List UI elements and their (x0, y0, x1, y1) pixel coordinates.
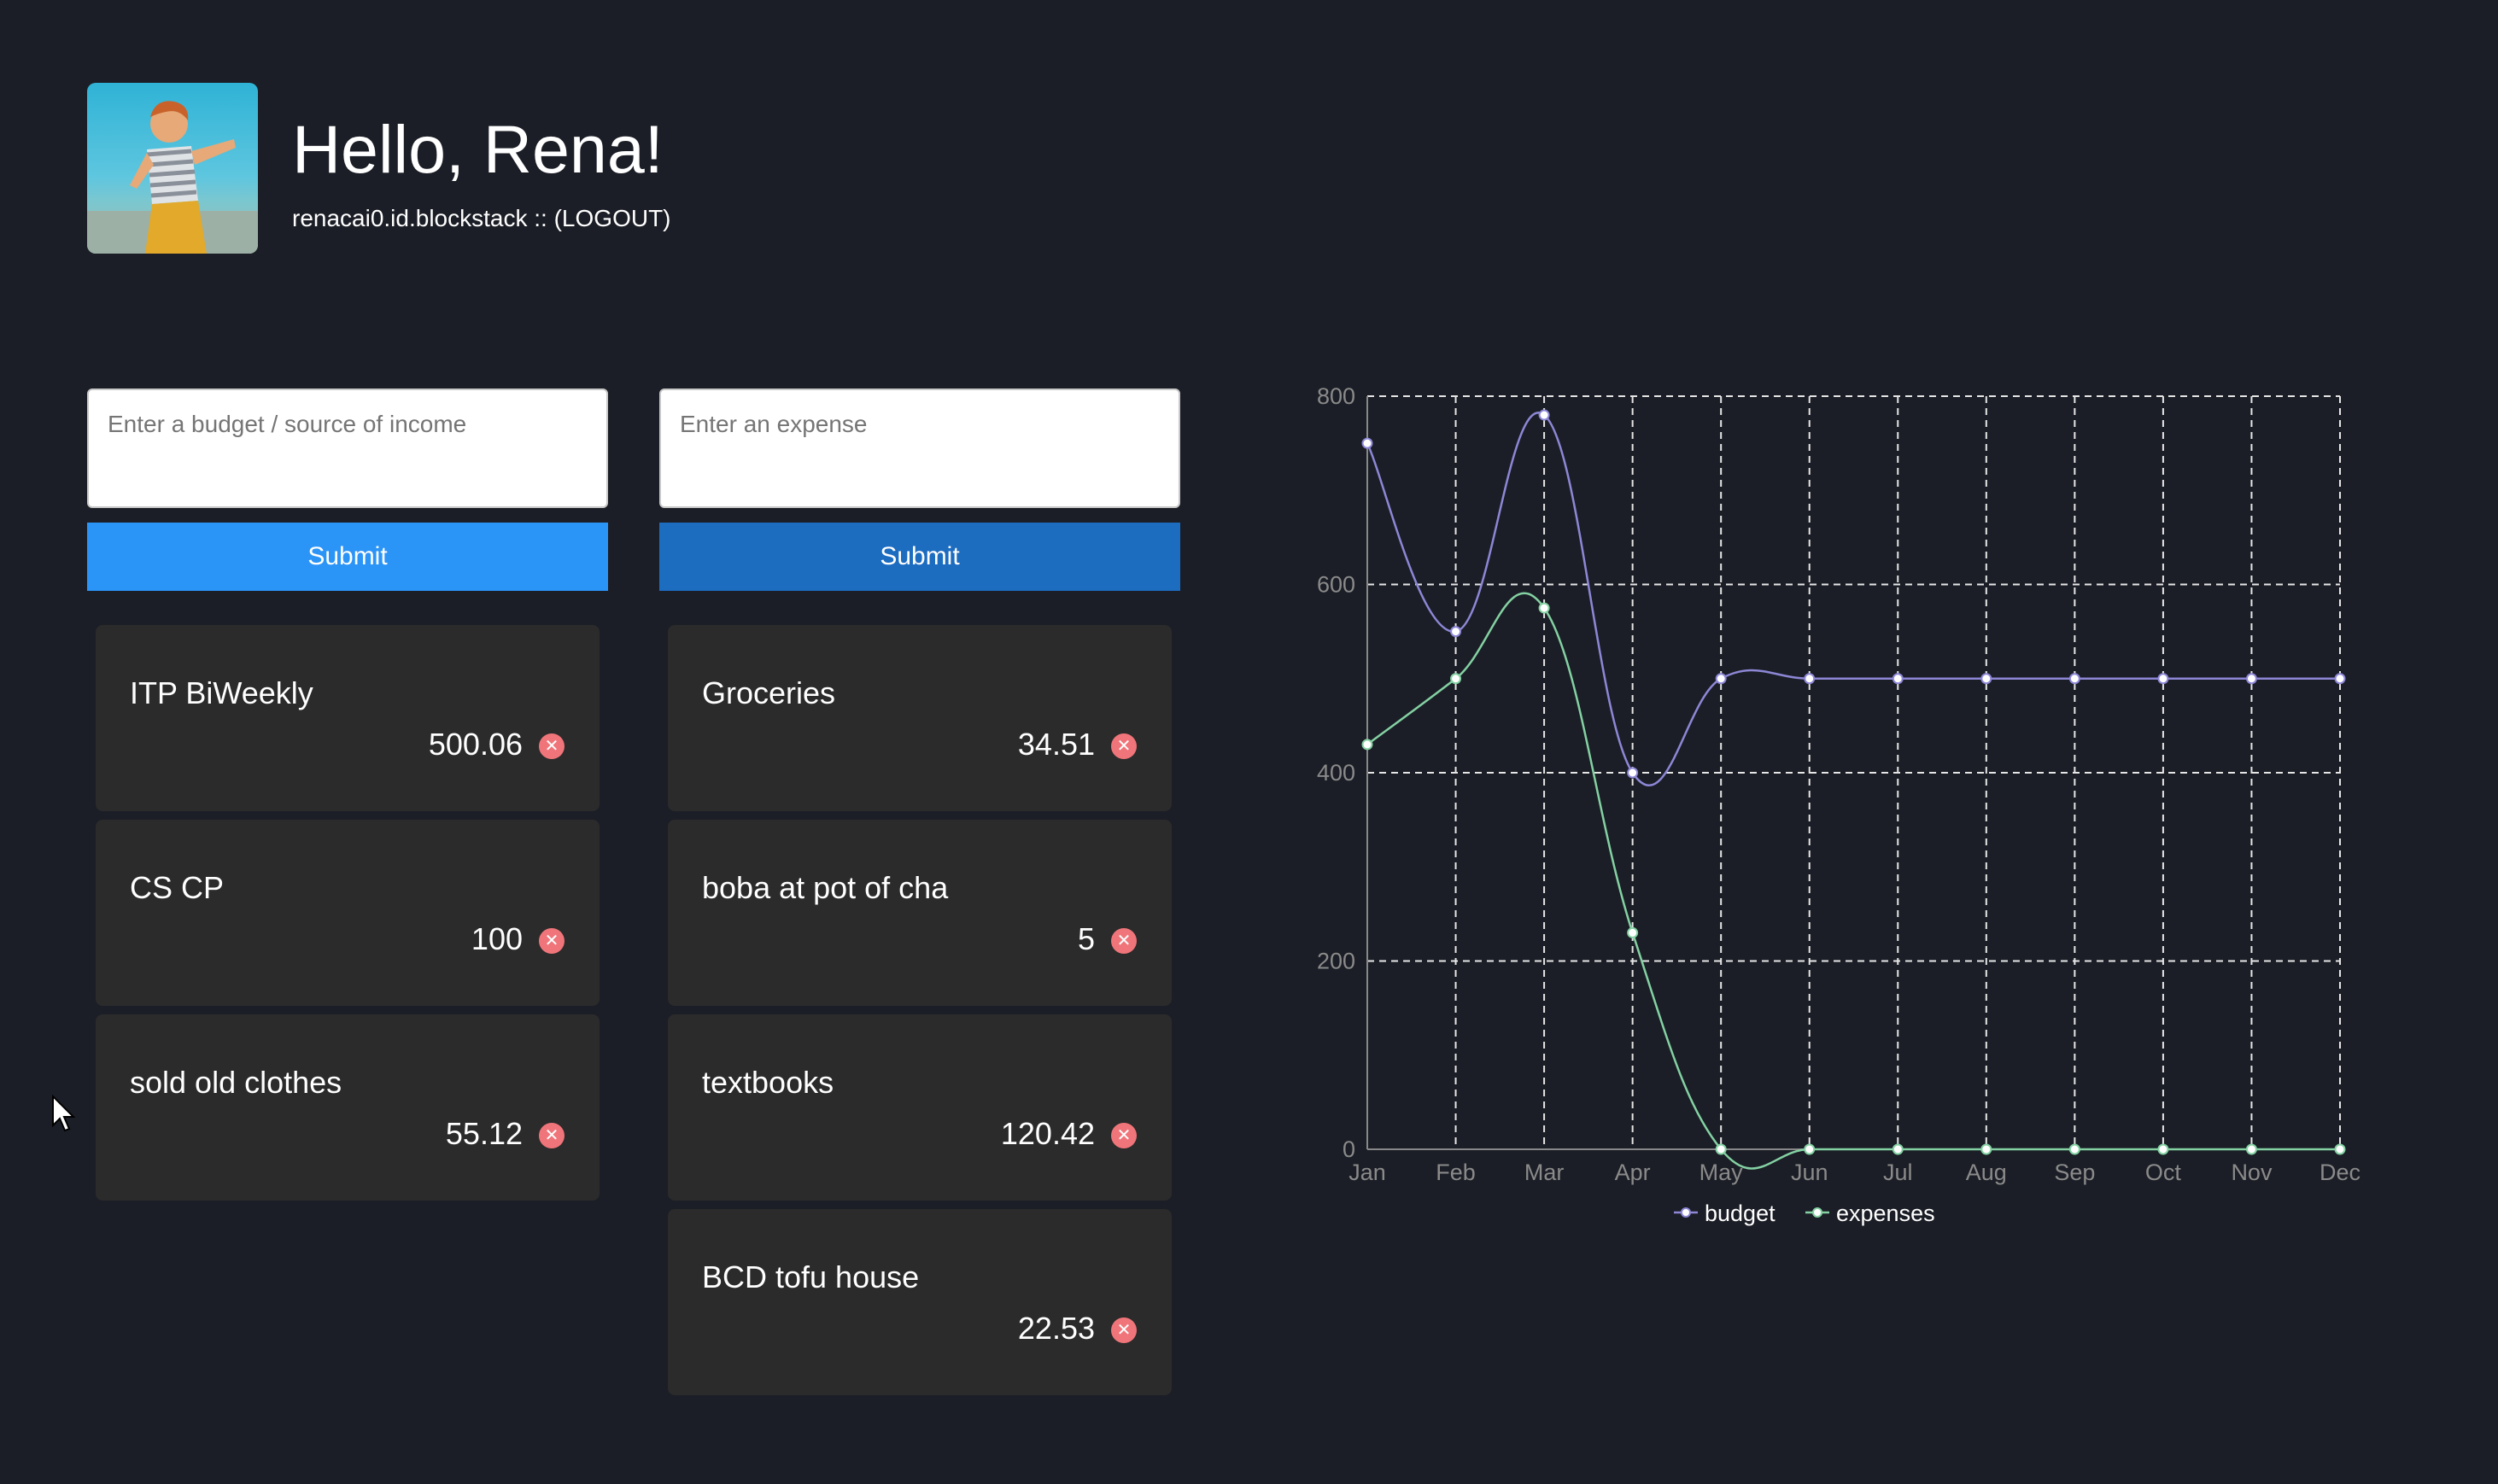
expense-item-name: boba at pot of cha (702, 870, 949, 905)
data-point-budget (2157, 673, 2169, 685)
data-point-expenses (1804, 1143, 1816, 1155)
data-point-budget (1538, 409, 1550, 421)
expense-item-name: BCD tofu house (702, 1259, 920, 1294)
expense-item-name: Groceries (702, 675, 836, 710)
legend-marker-expenses (1812, 1207, 1822, 1218)
expense-column: Submit Groceries 34.51 ✕ boba at pot of … (659, 389, 1180, 1395)
close-circle-icon[interactable]: ✕ (539, 928, 565, 954)
data-point-budget (2334, 673, 2346, 685)
x-tick-label: Nov (2231, 1160, 2273, 1185)
budget-input[interactable] (87, 389, 608, 508)
data-point-expenses (1361, 739, 1373, 751)
close-circle-icon[interactable]: ✕ (1111, 733, 1137, 759)
expense-item-name: textbooks (702, 1065, 834, 1100)
budget-item-name: ITP BiWeekly (130, 675, 313, 710)
budget-submit-button[interactable]: Submit (87, 523, 608, 591)
greeting-title: Hello, Rena! (292, 111, 664, 187)
expense-list: Groceries 34.51 ✕ boba at pot of cha 5 ✕… (659, 625, 1180, 1395)
close-circle-icon[interactable]: ✕ (539, 1123, 565, 1148)
data-point-expenses (2157, 1143, 2169, 1155)
avatar-photo (87, 101, 258, 254)
mouse-pointer-icon (52, 1095, 76, 1132)
x-tick-label: Aug (1966, 1160, 2007, 1185)
x-tick-label: Jul (1883, 1160, 1913, 1185)
legend-label-expenses: expenses (1836, 1201, 1935, 1226)
data-point-expenses (2245, 1143, 2257, 1155)
close-circle-icon[interactable]: ✕ (539, 733, 565, 759)
expense-card: textbooks 120.42 ✕ (668, 1014, 1172, 1201)
budget-item-amount: 100 (471, 921, 523, 956)
close-circle-icon[interactable]: ✕ (1111, 1317, 1137, 1343)
data-point-budget (1892, 673, 1904, 685)
username: renacai0.id.blockstack (292, 205, 528, 231)
x-tick-label: Feb (1436, 1160, 1476, 1185)
x-tick-label: Jan (1348, 1160, 1386, 1185)
user-info: renacai0.id.blockstack :: (LOGOUT) (292, 205, 671, 232)
series-line-expenses (1366, 592, 2340, 1170)
expense-card: Groceries 34.51 ✕ (668, 625, 1172, 811)
expense-card: boba at pot of cha 5 ✕ (668, 820, 1172, 1006)
y-tick-label: 200 (1317, 949, 1355, 974)
expense-item-amount: 120.42 (1000, 1116, 1095, 1151)
close-circle-icon[interactable]: ✕ (1111, 928, 1137, 954)
x-tick-label: Dec (2320, 1160, 2361, 1185)
expense-card: BCD tofu house 22.53 ✕ (668, 1209, 1172, 1395)
data-point-budget (1715, 673, 1727, 685)
data-point-expenses (1892, 1143, 1904, 1155)
y-tick-label: 400 (1317, 760, 1355, 786)
data-point-budget (1627, 767, 1639, 779)
data-point-expenses (1627, 926, 1639, 938)
expense-submit-button[interactable]: Submit (659, 523, 1180, 591)
budget-item-amount: 55.12 (445, 1116, 523, 1151)
budget-card: ITP BiWeekly 500.06 ✕ (96, 625, 600, 811)
close-circle-icon[interactable]: ✕ (1111, 1123, 1137, 1148)
logout-link[interactable]: (LOGOUT) (553, 205, 671, 231)
expense-input[interactable] (659, 389, 1180, 508)
legend-label-budget: budget (1705, 1201, 1776, 1226)
expense-item-amount: 5 (1077, 921, 1095, 956)
x-tick-label: Apr (1615, 1160, 1651, 1185)
budget-item-name: CS CP (130, 870, 225, 905)
y-tick-label: 800 (1317, 383, 1355, 409)
data-point-expenses (1538, 602, 1550, 614)
budget-card: sold old clothes 55.12 ✕ (96, 1014, 600, 1201)
x-tick-label: Mar (1524, 1160, 1565, 1185)
expense-item-amount: 34.51 (1017, 727, 1095, 762)
expense-item-amount: 22.53 (1017, 1311, 1095, 1346)
budget-item-name: sold old clothes (130, 1065, 342, 1100)
data-point-expenses (2334, 1143, 2346, 1155)
legend-marker-budget (1681, 1207, 1691, 1218)
data-point-expenses (2068, 1143, 2080, 1155)
y-tick-label: 600 (1317, 572, 1355, 598)
separator: :: (527, 205, 554, 231)
budget-list: ITP BiWeekly 500.06 ✕ CS CP 100 ✕ sold o… (87, 625, 608, 1201)
data-point-budget (2068, 673, 2080, 685)
data-point-budget (1450, 626, 1462, 638)
budget-card: CS CP 100 ✕ (96, 820, 600, 1006)
series-line-budget (1366, 412, 2340, 787)
x-tick-label: Oct (2145, 1160, 2182, 1185)
budget-item-amount: 500.06 (428, 727, 523, 762)
data-point-expenses (1980, 1143, 1992, 1155)
data-point-expenses (1450, 673, 1462, 685)
x-tick-label: Sep (2054, 1160, 2095, 1185)
data-point-budget (1980, 673, 1992, 685)
budget-column: Submit ITP BiWeekly 500.06 ✕ CS CP 100 ✕… (87, 389, 608, 1201)
y-tick-label: 0 (1343, 1136, 1355, 1162)
data-point-expenses (1715, 1143, 1727, 1155)
avatar (87, 83, 258, 254)
data-point-budget (2245, 673, 2257, 685)
data-point-budget (1804, 673, 1816, 685)
x-tick-label: Jun (1791, 1160, 1828, 1185)
data-point-budget (1361, 437, 1373, 449)
